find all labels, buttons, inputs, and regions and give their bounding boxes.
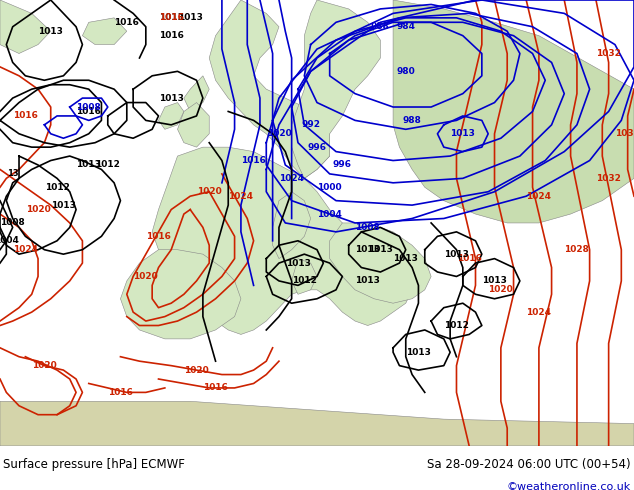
Text: 1016: 1016 [146,232,171,241]
Polygon shape [209,0,330,178]
Text: 1013: 1013 [76,161,101,170]
Text: 1004: 1004 [317,210,342,219]
Polygon shape [0,401,634,446]
Text: 1013: 1013 [450,129,476,138]
Text: 1012: 1012 [44,183,70,192]
Text: 1024: 1024 [13,245,38,254]
Polygon shape [292,259,317,294]
Polygon shape [0,0,51,53]
Text: 1016: 1016 [456,254,482,263]
Text: 1008: 1008 [355,223,380,232]
Polygon shape [393,0,634,223]
Text: 1012: 1012 [444,321,469,330]
Polygon shape [152,147,412,334]
Text: 980: 980 [396,67,415,76]
Polygon shape [330,223,431,303]
Text: 1020: 1020 [133,272,158,281]
Text: 1013: 1013 [355,276,380,285]
Text: 1012: 1012 [292,276,317,285]
Text: 1016: 1016 [108,388,133,397]
Polygon shape [178,102,209,147]
Text: 1024: 1024 [526,308,552,317]
Text: 984: 984 [396,22,415,31]
Text: ©weatheronline.co.uk: ©weatheronline.co.uk [507,482,631,490]
Text: 1016: 1016 [203,384,228,392]
Text: 1020: 1020 [32,361,57,370]
Polygon shape [292,0,380,178]
Text: 1000: 1000 [318,183,342,192]
Text: 1024: 1024 [228,192,254,201]
Text: 1024: 1024 [526,192,552,201]
Text: 1024: 1024 [279,174,304,183]
Text: 1016: 1016 [241,156,266,165]
Text: 1020: 1020 [184,366,209,374]
Text: 1032: 1032 [596,174,621,183]
Text: 1012: 1012 [95,161,120,170]
Text: 992: 992 [301,121,320,129]
Text: 1032: 1032 [596,49,621,58]
Text: 1013: 1013 [158,13,184,23]
Text: 13: 13 [7,170,18,178]
Text: 1013: 1013 [406,348,431,357]
Text: 996: 996 [307,143,327,151]
Text: 1028: 1028 [564,245,590,254]
Text: 1013: 1013 [158,94,184,102]
Text: 1020: 1020 [197,187,222,196]
Polygon shape [184,76,209,112]
Text: 1013: 1013 [178,13,203,23]
Text: 1016: 1016 [76,107,101,116]
Text: 1013: 1013 [355,245,380,254]
Text: 1016: 1016 [158,13,184,23]
Text: Sa 28-09-2024 06:00 UTC (00+54): Sa 28-09-2024 06:00 UTC (00+54) [427,458,631,471]
Text: 1020: 1020 [25,205,51,214]
Text: 1013: 1013 [285,259,311,268]
Text: 1013: 1013 [393,254,418,263]
Polygon shape [82,18,127,45]
Text: 1036: 1036 [615,129,634,138]
Text: 1008: 1008 [76,102,101,112]
Text: 1013: 1013 [444,250,469,259]
Text: 1008: 1008 [0,219,25,227]
Text: Surface pressure [hPa] ECMWF: Surface pressure [hPa] ECMWF [3,458,185,471]
Polygon shape [120,250,241,339]
Text: 1016: 1016 [158,31,184,40]
Text: 988: 988 [403,116,422,125]
Polygon shape [273,192,311,259]
Text: 1016: 1016 [13,111,38,121]
Text: 988: 988 [371,22,390,31]
Text: 1013: 1013 [38,27,63,36]
Polygon shape [158,102,184,129]
Text: 1013: 1013 [368,245,393,254]
Text: 1020: 1020 [266,129,292,138]
Text: 1004: 1004 [0,236,19,245]
Text: 1020: 1020 [488,285,514,294]
Text: 1016: 1016 [114,18,139,27]
Text: 1013: 1013 [51,200,76,210]
Text: 996: 996 [333,161,352,170]
Text: 1013: 1013 [482,276,507,285]
